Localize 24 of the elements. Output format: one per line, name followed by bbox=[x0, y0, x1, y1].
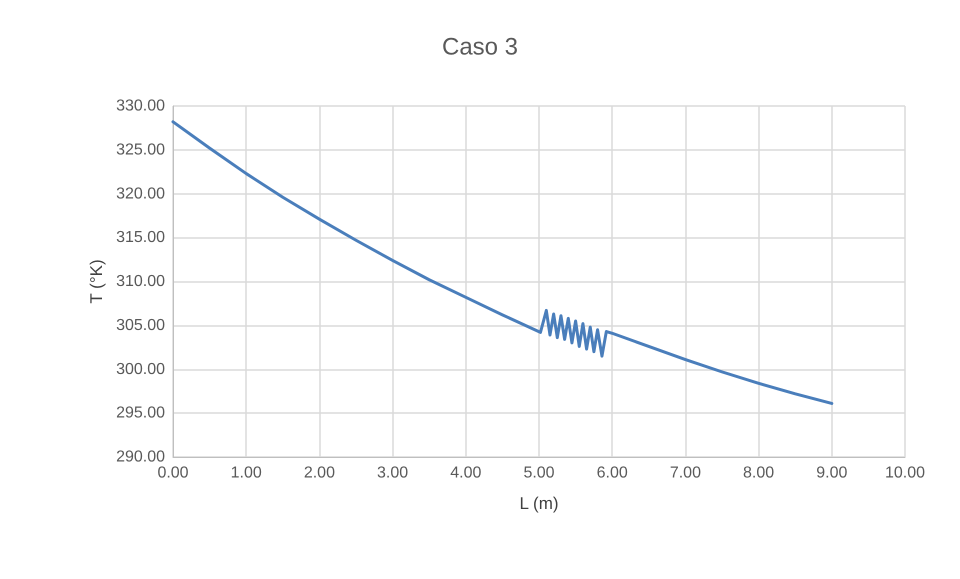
y-tick-label: 295.00 bbox=[116, 404, 166, 422]
y-tick-label: 290.00 bbox=[116, 448, 166, 466]
line-series bbox=[172, 120, 834, 405]
y-tick-label: 310.00 bbox=[116, 273, 166, 290]
y-tick-label: 330.00 bbox=[116, 98, 166, 114]
y-axis-title: T (°K) bbox=[87, 259, 106, 304]
y-tick-label: 300.00 bbox=[116, 360, 166, 378]
x-tick-label: 5.00 bbox=[523, 464, 555, 482]
y-tick-label: 305.00 bbox=[116, 316, 166, 334]
y-tick-label: 325.00 bbox=[116, 141, 166, 158]
x-tick-label: 10.00 bbox=[884, 464, 926, 482]
y-tick-label: 320.00 bbox=[116, 185, 166, 202]
x-tick-label: 1.00 bbox=[230, 464, 262, 482]
y-tick-label: 315.00 bbox=[116, 229, 166, 246]
x-tick-label: 3.00 bbox=[377, 464, 408, 482]
x-tick-label: 8.00 bbox=[743, 464, 774, 482]
x-axis-title: L (m) bbox=[519, 494, 559, 513]
x-tick-label: 7.00 bbox=[670, 464, 702, 482]
x-tick-label: 9.00 bbox=[816, 464, 848, 482]
x-tick-label: 6.00 bbox=[596, 464, 628, 482]
x-tick-label: 0.00 bbox=[157, 464, 189, 482]
x-tick-label: 2.00 bbox=[304, 464, 336, 482]
chart-title: Caso 3 bbox=[442, 34, 518, 60]
x-tick-label: 4.00 bbox=[450, 464, 482, 482]
